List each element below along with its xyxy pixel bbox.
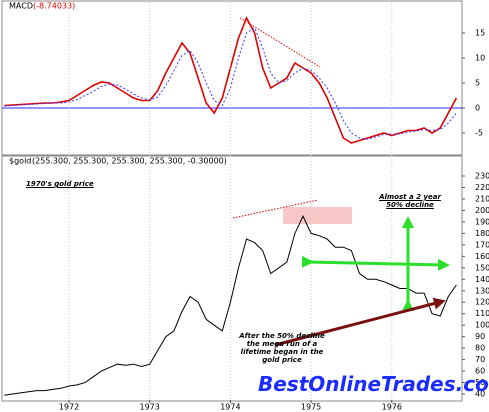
panel-value: (-8.74033)	[33, 2, 75, 11]
panel-frame	[1, 155, 463, 402]
trend-line	[232, 199, 319, 219]
y-tick-label: -5	[475, 129, 483, 138]
panel-value: (255.300, 255.300, 255.300, 255.300, -0.…	[32, 157, 227, 166]
series-line	[4, 215, 457, 396]
y-tick-label: 40	[475, 390, 485, 399]
y-tick-label: 70	[475, 355, 485, 364]
y-tick-label: 90	[475, 332, 485, 341]
annotation: 1970's gold price	[26, 180, 94, 188]
y-tick-label: 170	[475, 240, 489, 249]
y-tick-label: 210	[475, 194, 489, 203]
x-tick-label: 1976	[382, 403, 402, 412]
x-tick-label: 1973	[140, 403, 160, 412]
annotation: Almost a 2 year 50% decline	[379, 193, 441, 209]
panel-title: MACD	[9, 2, 33, 11]
panel-title: $gold	[9, 157, 31, 166]
y-tick-label: 190	[475, 217, 489, 226]
trend-line	[239, 17, 321, 68]
y-tick-label: 10	[475, 54, 485, 63]
annotation: After the 50% decline the mega run of a …	[239, 332, 325, 364]
series-line	[4, 27, 457, 140]
y-tick-label: 100	[475, 321, 489, 330]
x-tick-label: 1972	[59, 403, 79, 412]
y-tick-label: 160	[475, 252, 489, 261]
y-tick-label: 5	[475, 79, 480, 88]
y-tick-label: 200	[475, 206, 489, 215]
arrow	[301, 255, 450, 271]
y-tick-label: 230	[475, 172, 489, 181]
y-tick-label: 110	[475, 309, 489, 318]
y-tick-label: 50	[475, 378, 485, 387]
panel-frame	[1, 0, 463, 156]
x-tick-label: 1974	[220, 403, 240, 412]
y-tick-label: 15	[475, 29, 485, 38]
watermark: BestOnlineTrades.com	[258, 372, 489, 396]
arrow	[274, 297, 446, 347]
y-tick-label: 120	[475, 298, 489, 307]
y-tick-label: 220	[475, 183, 489, 192]
y-tick-label: 60	[475, 367, 485, 376]
highlight-box	[283, 207, 352, 224]
y-tick-label: 80	[475, 344, 485, 353]
x-tick-label: 1975	[301, 403, 321, 412]
y-tick-label: 180	[475, 229, 489, 238]
y-tick-label: 130	[475, 286, 489, 295]
y-tick-label: 140	[475, 275, 489, 284]
y-tick-label: 0	[475, 104, 480, 113]
y-tick-label: 150	[475, 263, 489, 272]
